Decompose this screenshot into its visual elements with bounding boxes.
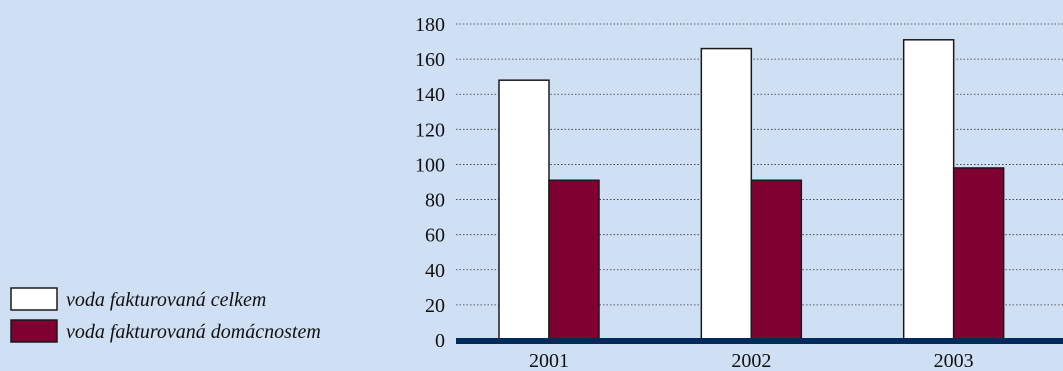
legend-label-total: voda fakturovaná celkem xyxy=(66,289,266,311)
y-tick-label-100: 100 xyxy=(415,154,445,176)
y-tick-label-40: 40 xyxy=(425,260,445,282)
bar-2001-series-0 xyxy=(498,79,550,341)
y-tick-label-60: 60 xyxy=(425,225,445,247)
x-tick-label-2002: 2002 xyxy=(731,350,771,371)
y-tick-label-120: 120 xyxy=(415,119,445,141)
bar-2003-series-0 xyxy=(902,39,955,341)
y-tick-label-20: 20 xyxy=(425,295,445,317)
y-tick-label-160: 160 xyxy=(415,49,445,71)
legend-swatch-total xyxy=(10,287,58,311)
y-tick-label-0: 0 xyxy=(435,330,445,352)
y-axis-tick-labels: 0 20 40 60 80 100 120 140 160 180 xyxy=(415,14,445,352)
y-tick-label-180: 180 xyxy=(415,14,445,36)
bar-2001-series-1 xyxy=(548,179,600,341)
x-tick-label-2003: 2003 xyxy=(934,350,974,371)
legend-label-households: voda fakturovaná domácnostem xyxy=(66,321,321,343)
y-tick-label-80: 80 xyxy=(425,190,445,212)
bars xyxy=(498,39,1005,341)
bar-2002-series-1 xyxy=(750,179,803,341)
legend-swatch-households xyxy=(10,319,58,343)
y-tick-label-140: 140 xyxy=(415,84,445,106)
bar-2003-series-1 xyxy=(952,167,1005,341)
legend: voda fakturovaná celkem voda fakturovaná… xyxy=(10,287,321,343)
x-tick-label-2001: 2001 xyxy=(529,350,569,371)
x-axis-tick-labels: 2001 2002 2003 xyxy=(529,350,974,371)
x-axis-line xyxy=(456,338,1063,344)
bar-2002-series-0 xyxy=(700,47,753,341)
